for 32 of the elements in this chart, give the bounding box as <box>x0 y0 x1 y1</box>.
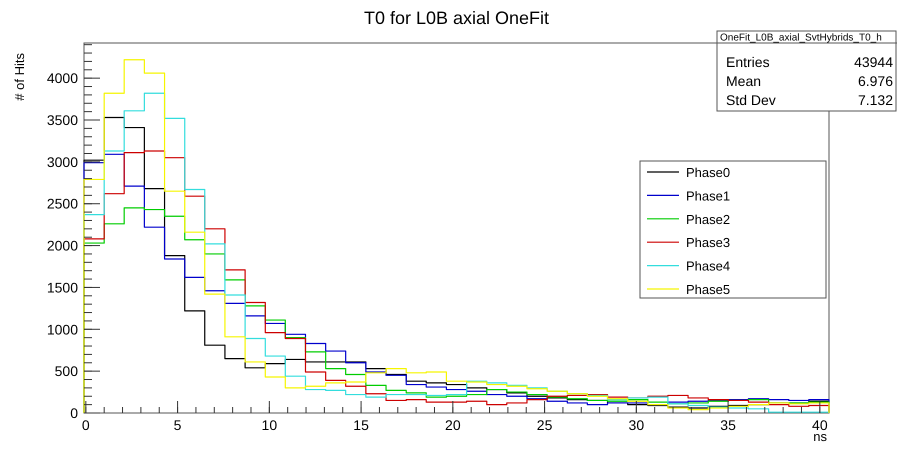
x-tick-label: 0 <box>82 417 90 433</box>
legend-label: Phase1 <box>686 188 730 204</box>
annotation: Std Dev <box>726 92 776 108</box>
x-tick-label: 15 <box>353 417 370 433</box>
legend-label: Phase5 <box>686 282 730 297</box>
y-tick-label: 3500 <box>46 112 78 128</box>
legend-label: Phase4 <box>686 258 730 274</box>
text: 43944 <box>854 54 894 70</box>
y-tick-label: 0 <box>70 405 78 421</box>
x-tick-label: 30 <box>628 417 644 433</box>
text: 6.976 <box>858 73 894 89</box>
y-tick-label: 2000 <box>46 238 78 254</box>
legend-label: Phase3 <box>686 235 730 250</box>
y-tick-label: 1000 <box>46 321 78 338</box>
y-tick-label: 4000 <box>46 70 78 86</box>
y-tick-label: 500 <box>54 363 78 380</box>
annotation: Entries <box>726 54 770 70</box>
x-tick-label: 25 <box>536 417 553 433</box>
y-axis-title: # of Hits <box>12 52 27 101</box>
annotation: OneFit_L0B_axial_SvtHybrids_T0_h <box>720 32 882 44</box>
x-tick-label: 20 <box>445 417 461 433</box>
legend-label: Phase2 <box>686 212 730 227</box>
y-tick-label: 2500 <box>46 196 78 212</box>
chart-title: T0 for L0B axial OneFit <box>364 8 550 28</box>
legend-label: Phase0 <box>686 165 730 180</box>
text: 7.132 <box>858 92 894 108</box>
x-tick-label: 35 <box>720 417 736 433</box>
y-tick-label: 1500 <box>46 279 78 296</box>
x-tick-label: 10 <box>262 417 278 433</box>
x-tick-label: 5 <box>174 417 182 433</box>
y-tick-label: 3000 <box>46 154 78 170</box>
annotation: Mean <box>726 73 762 89</box>
